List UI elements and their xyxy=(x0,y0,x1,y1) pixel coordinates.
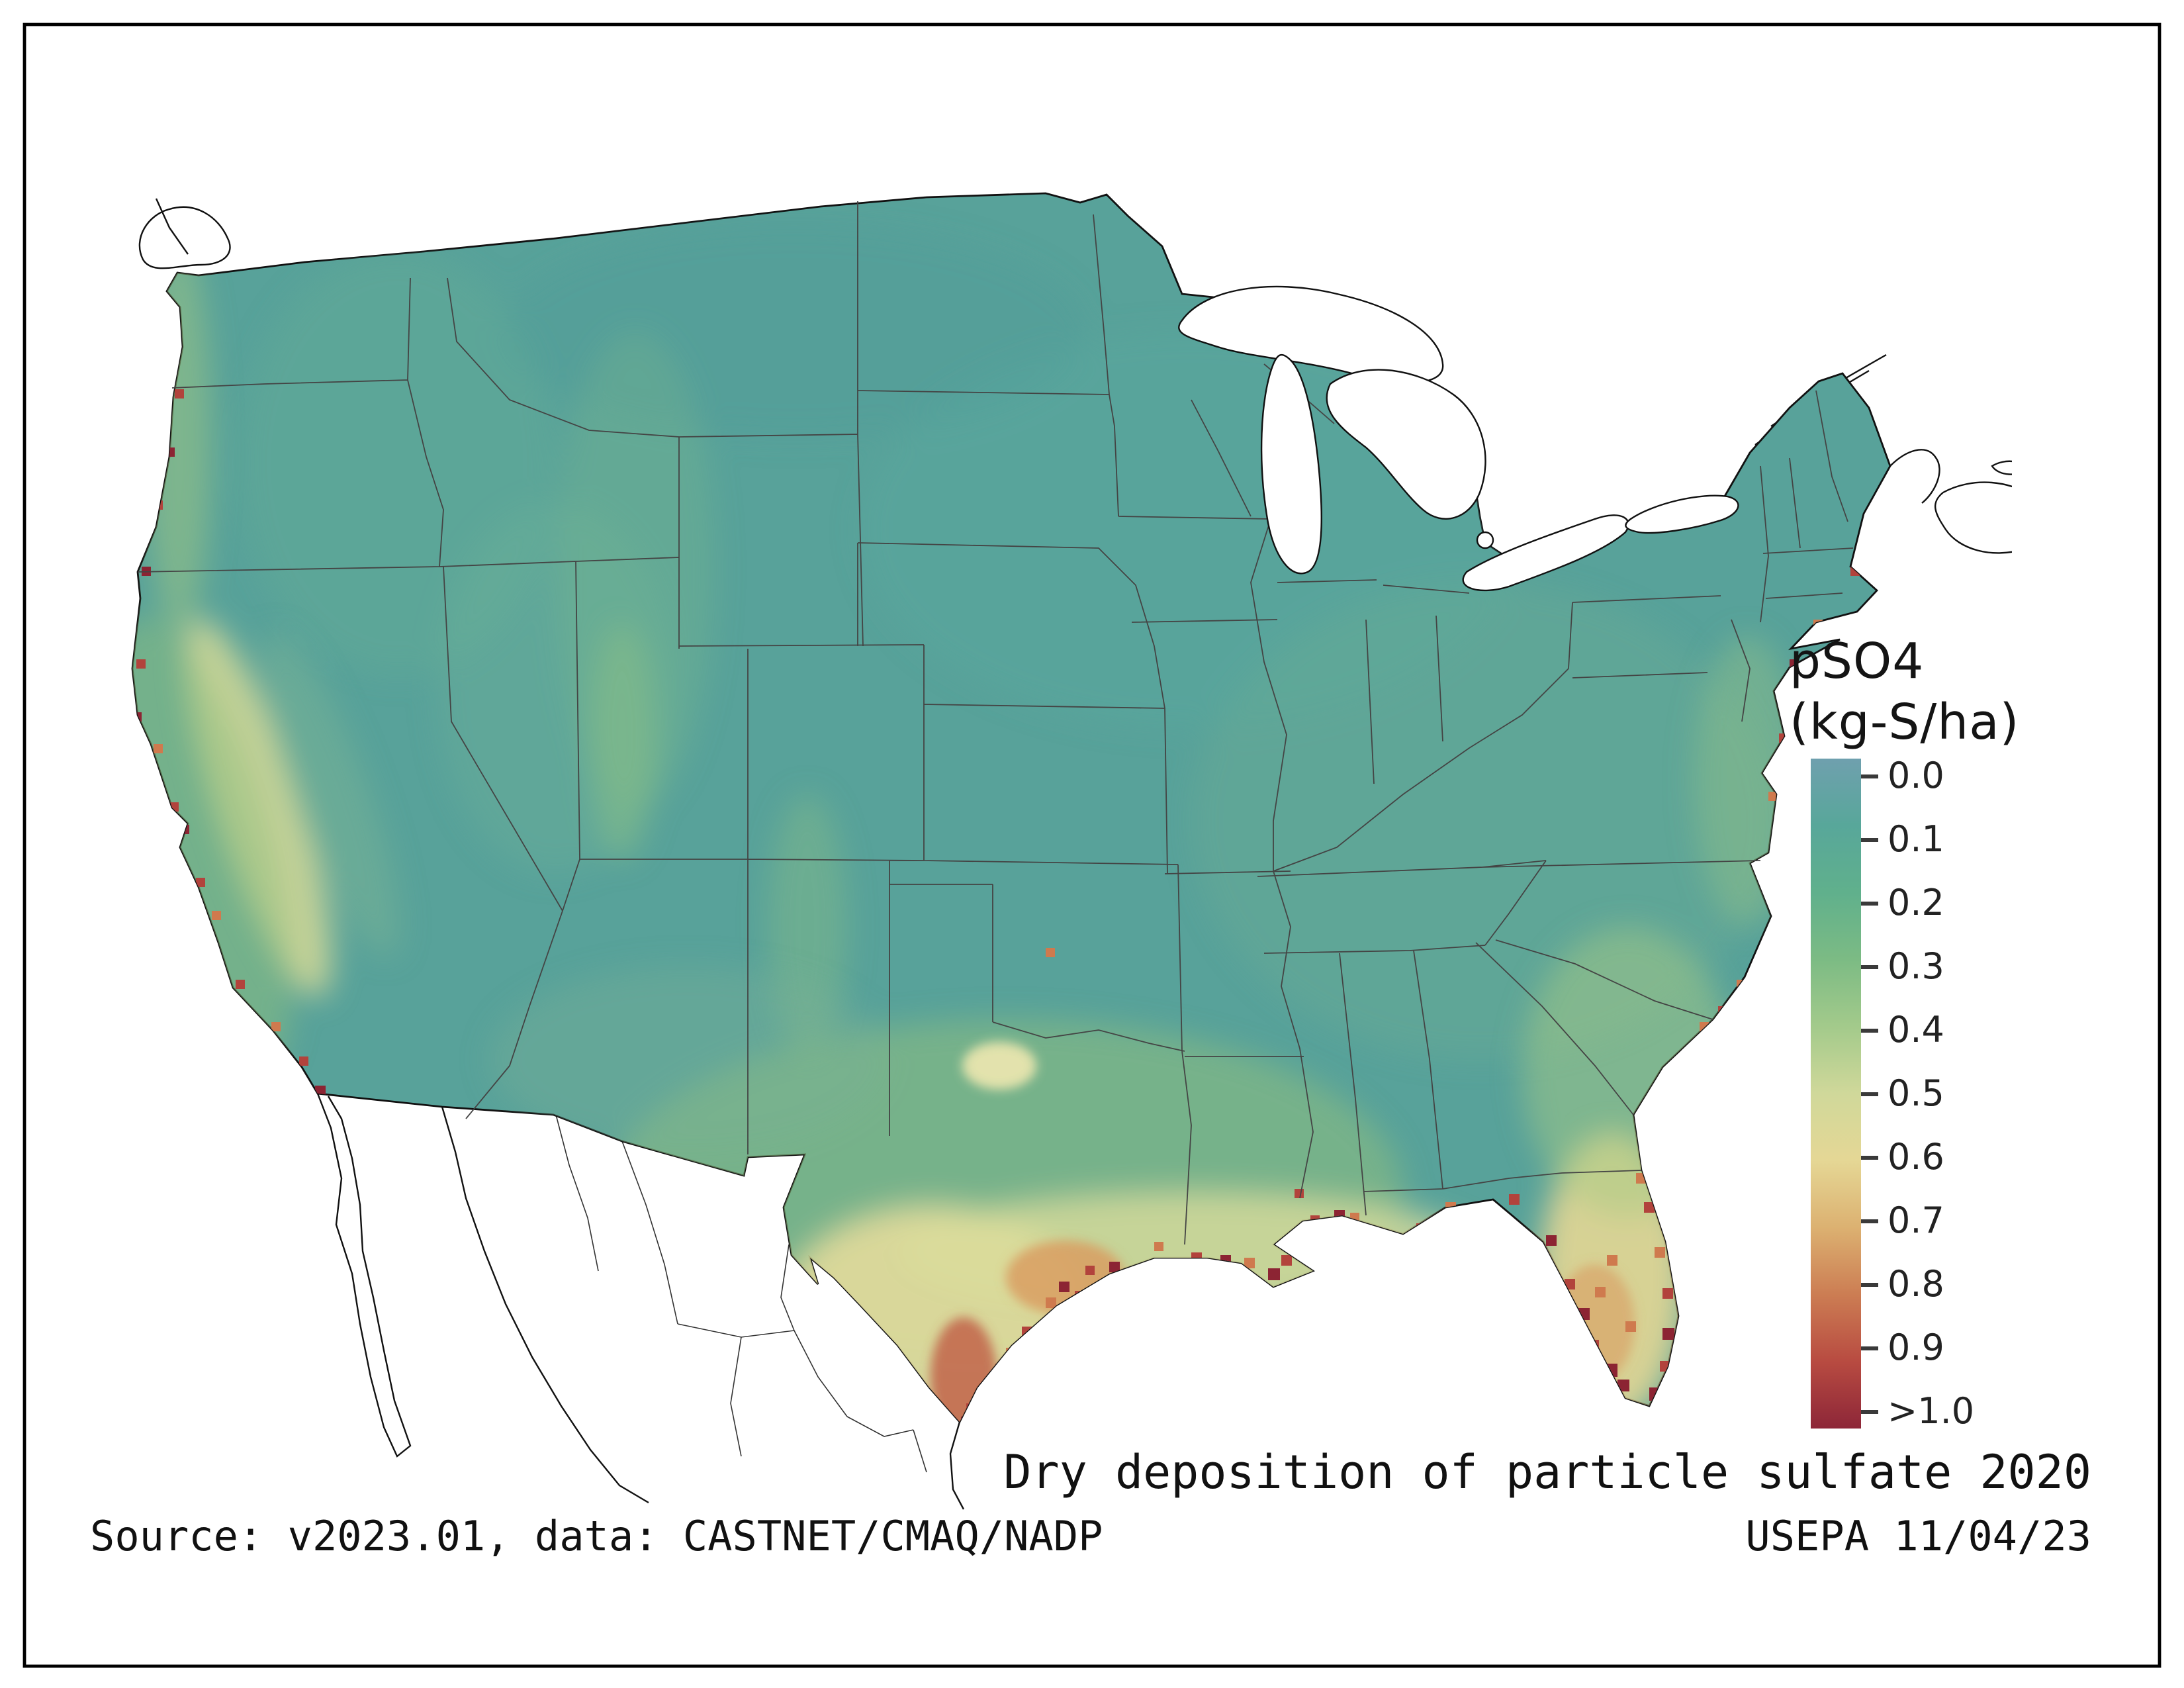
legend-colorbar xyxy=(1811,759,1861,1429)
legend-tick-mark xyxy=(1861,1092,1878,1096)
legend-tick-label: 0.1 xyxy=(1888,819,1944,860)
mexico-outline xyxy=(316,1093,965,1510)
legend-tick-mark xyxy=(1861,964,1878,968)
legend-tick: >1.0 xyxy=(1861,1391,1975,1432)
legend-tick-mark xyxy=(1861,901,1878,905)
legend-tick-label: 0.2 xyxy=(1888,882,1944,923)
legend-tick-mark xyxy=(1861,837,1878,841)
state-borders xyxy=(137,201,1854,1245)
legend-tick-label: 0.7 xyxy=(1888,1200,1944,1241)
legend-tick-mark xyxy=(1861,1409,1878,1413)
lake-ontario xyxy=(1625,494,1739,534)
legend-tick-label: 0.5 xyxy=(1888,1073,1944,1114)
legend-tick-label: 0.8 xyxy=(1888,1264,1944,1305)
great-lakes xyxy=(1178,285,1739,592)
legend-tick-mark xyxy=(1861,1282,1878,1286)
legend-tick-label: 0.4 xyxy=(1888,1009,1944,1051)
prince-edward-island xyxy=(1991,460,2012,475)
legend-tick-mark xyxy=(1861,1028,1878,1032)
credit-text: USEPA 11/04/23 xyxy=(1745,1513,2091,1561)
vancouver-island xyxy=(138,206,231,269)
lake-michigan xyxy=(1260,353,1322,575)
lake-st-clair xyxy=(1476,531,1494,549)
legend-tick: 0.9 xyxy=(1861,1327,1944,1368)
legend-title: pSO4 xyxy=(1790,633,1925,690)
legend-tick: 0.4 xyxy=(1861,1009,1944,1051)
legend-tick-label: >1.0 xyxy=(1888,1391,1975,1432)
legend-tick-label: 0.9 xyxy=(1888,1327,1944,1368)
baja-california xyxy=(316,1093,412,1458)
mexico-state-borders xyxy=(555,1114,927,1473)
lake-huron xyxy=(1326,369,1486,520)
legend-tick: 0.6 xyxy=(1861,1137,1944,1178)
legend-tick: 0.2 xyxy=(1861,882,1944,923)
figure-frame xyxy=(23,23,2161,1668)
legend-tick: 0.5 xyxy=(1861,1073,1944,1114)
legend-tick-label: 0.6 xyxy=(1888,1137,1944,1178)
legend-tick: 0.3 xyxy=(1861,946,1944,987)
lake-erie xyxy=(1462,514,1629,592)
legend-tick-label: 0.0 xyxy=(1888,755,1944,796)
legend-tick-mark xyxy=(1861,1219,1878,1223)
legend-units: (kg-S/ha) xyxy=(1790,694,2020,751)
legend-tick-mark xyxy=(1861,774,1878,778)
legend-tick: 0.0 xyxy=(1861,755,1944,796)
legend-tick-mark xyxy=(1861,1155,1878,1159)
map-title: Dry deposition of particle sulfate 2020 xyxy=(1003,1447,2091,1500)
nova-scotia xyxy=(1934,481,2012,554)
legend-tick-mark xyxy=(1861,1346,1878,1350)
lake-superior xyxy=(1178,285,1444,384)
legend-tick-label: 0.3 xyxy=(1888,946,1944,987)
source-text: Source: v2023.01, data: CASTNET/CMAQ/NAD… xyxy=(90,1513,1103,1561)
legend-tick: 0.8 xyxy=(1861,1264,1944,1305)
legend-tick: 0.1 xyxy=(1861,819,1944,860)
legend-tick: 0.7 xyxy=(1861,1200,1944,1241)
